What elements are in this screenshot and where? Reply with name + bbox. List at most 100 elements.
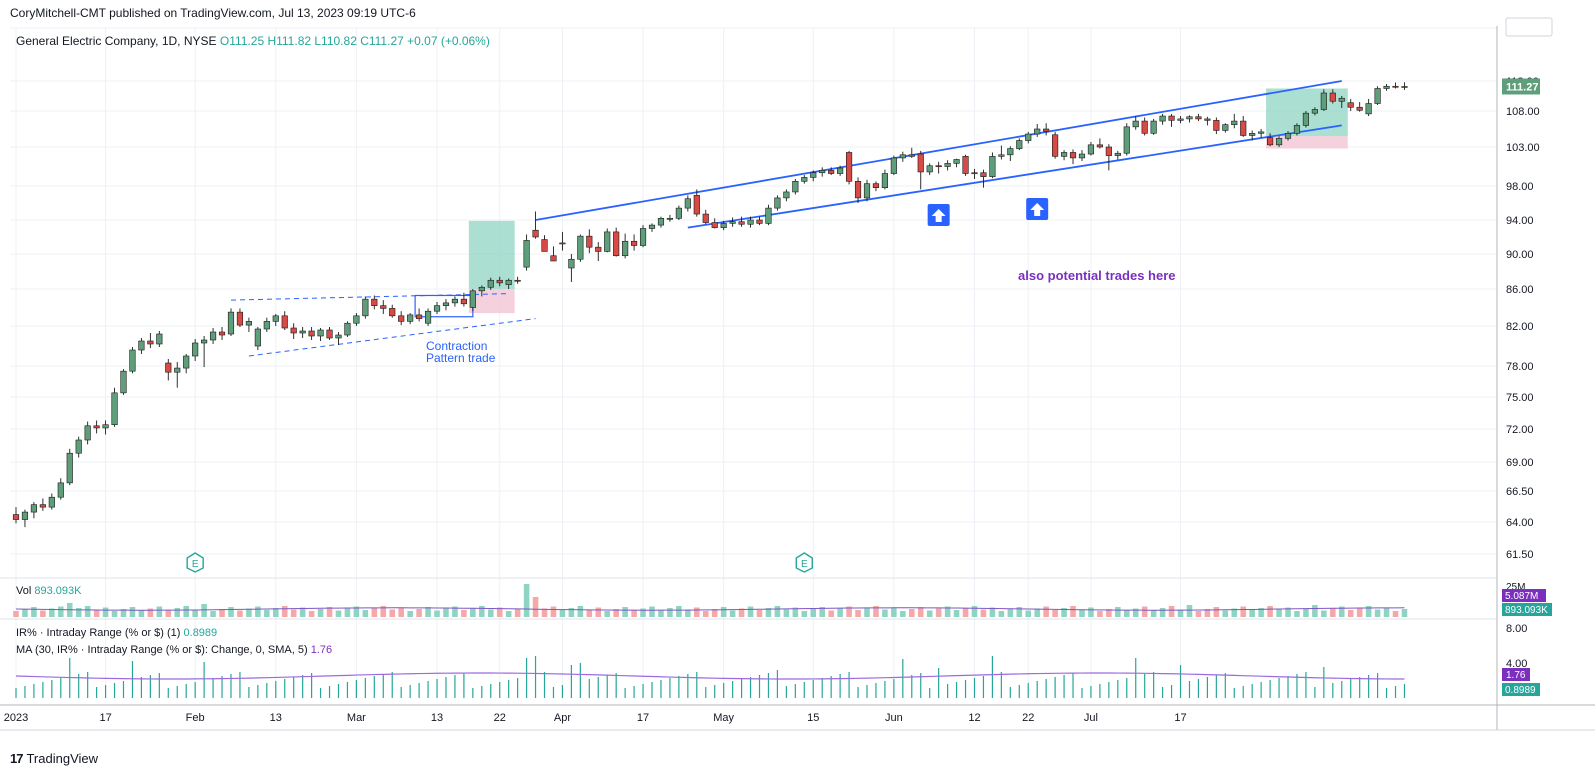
candle-up <box>362 298 369 317</box>
volume-bar <box>953 610 960 617</box>
candle-up <box>201 339 208 344</box>
volume-bar <box>1079 609 1085 617</box>
candle-up <box>1374 88 1381 104</box>
volume-bar <box>711 609 718 617</box>
candle-up <box>863 183 871 199</box>
candle-series <box>12 82 1408 528</box>
candle-up <box>953 159 960 164</box>
pattern-trade-label: Pattern trade <box>426 351 496 365</box>
candle-down <box>326 329 333 339</box>
volume-bar <box>1052 610 1058 617</box>
volume-bar <box>577 606 584 617</box>
volume-bar <box>604 611 610 617</box>
candle-up <box>792 181 799 193</box>
candle-up <box>317 329 324 337</box>
wedge-lower-line <box>248 318 536 357</box>
volume-bar <box>479 606 485 617</box>
candle-up <box>48 496 55 508</box>
candle-up <box>102 424 109 429</box>
candle-up <box>783 191 790 199</box>
candle-down <box>1267 137 1274 146</box>
volume-bar <box>935 608 942 617</box>
candle-down <box>613 231 620 257</box>
volume-bar <box>1115 607 1121 617</box>
volume-bar <box>58 606 64 617</box>
volume-bar <box>1276 609 1282 617</box>
price-tick: 69.00 <box>1506 457 1534 469</box>
volume-bar <box>273 608 279 617</box>
candle-up <box>1320 92 1327 110</box>
candle-up <box>666 218 673 220</box>
candle-up <box>1338 97 1345 102</box>
candle-up <box>568 258 575 269</box>
candle-down <box>1347 102 1354 108</box>
candle-up <box>227 311 235 335</box>
time-tick: 2023 <box>4 712 28 724</box>
volume-bar <box>138 610 145 617</box>
candle-up <box>442 302 450 306</box>
volume-bar <box>1401 609 1408 617</box>
ir-tick: 8.00 <box>1506 623 1527 635</box>
candle-up <box>353 315 360 324</box>
candle-up <box>559 242 566 245</box>
candle-up <box>1025 133 1032 141</box>
volume-bar <box>1231 608 1238 617</box>
volume-bar <box>1016 607 1023 617</box>
volume-bar <box>989 607 996 617</box>
candle-up <box>989 156 996 177</box>
candle-down <box>218 331 226 336</box>
candle-up <box>1258 131 1265 134</box>
volume-bar <box>192 609 198 617</box>
price-tick: 66.50 <box>1506 486 1534 498</box>
candle-down <box>1052 134 1059 157</box>
volume-bar <box>183 606 189 617</box>
volume-bar <box>828 610 834 617</box>
publish-line: CoryMitchell-CMT published on TradingVie… <box>10 6 416 20</box>
candle-up <box>774 197 781 209</box>
ir-ma-legend: MA (30, IR% · Intraday Range (% or $): C… <box>16 644 332 656</box>
volume-bar <box>774 606 781 617</box>
candle-down <box>846 152 853 182</box>
candle-up <box>487 279 494 288</box>
volume-bar <box>676 606 682 617</box>
volume-bar <box>702 611 709 617</box>
earnings-icon: E <box>186 552 204 573</box>
candle-up <box>657 218 665 226</box>
candle-down <box>1069 152 1077 159</box>
candle-down <box>93 425 100 429</box>
volume-bar <box>1097 611 1103 617</box>
candle-down <box>1240 120 1247 136</box>
volume-bar <box>962 608 969 617</box>
volume-bar <box>246 608 252 617</box>
candle-up <box>1302 112 1310 126</box>
candle-down <box>398 315 405 322</box>
candle-up <box>1293 125 1301 134</box>
volume-scale-tick: 25M <box>1506 582 1525 593</box>
candle-down <box>147 340 154 345</box>
volume-bar <box>416 609 422 617</box>
volume-bar <box>864 608 870 617</box>
profit-zone-1 <box>468 220 515 289</box>
candle-up <box>837 167 844 174</box>
volume-bar <box>998 611 1005 617</box>
volume-bar <box>470 608 476 617</box>
volume-bar <box>219 609 225 617</box>
volume-bar <box>201 604 207 617</box>
volume-bar <box>694 607 700 617</box>
volume-bar <box>264 610 270 617</box>
candle-up <box>1275 138 1283 146</box>
volume-bar <box>174 608 181 617</box>
volume-bar <box>326 607 333 617</box>
candle-up <box>523 240 530 268</box>
footer-brand[interactable]: 17 TradingView <box>10 751 98 766</box>
volume-bar <box>1383 607 1390 617</box>
ir-value-tag <box>1502 683 1540 696</box>
volume-value-tag <box>1502 603 1552 616</box>
candle-up <box>1016 140 1023 149</box>
candle-up <box>192 342 199 357</box>
volume-bar <box>765 608 772 617</box>
candle-down <box>290 327 297 334</box>
volume-bar <box>380 606 387 617</box>
candle-up <box>335 334 342 339</box>
